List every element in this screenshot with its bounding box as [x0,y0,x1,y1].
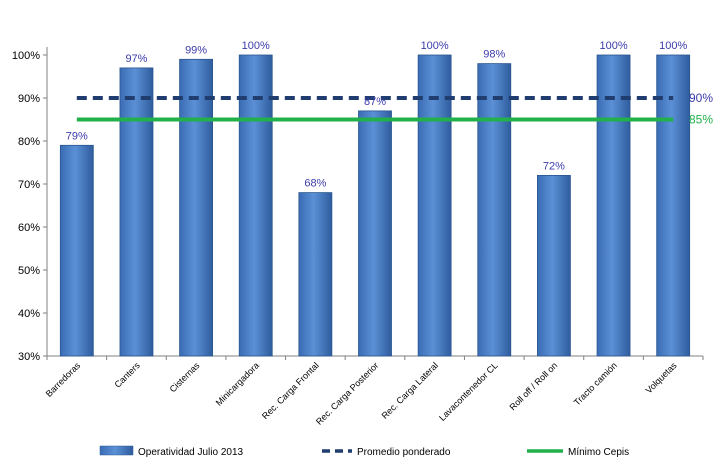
y-tick-label: 80% [18,136,40,148]
y-tick-label: 100% [12,50,40,62]
data-label: 72% [543,160,565,172]
data-label: 100% [242,40,270,52]
x-category-label: Barredoras [44,360,83,399]
bar [119,67,154,357]
x-category-label: Rec. Carga Frontal [260,360,321,421]
data-label: 100% [659,40,687,52]
legend: Operatividad Julio 2013 Promedio pondera… [99,445,629,458]
x-category-label: Roll off / Roll on [507,360,559,412]
legend-swatch-operatividad [99,445,134,456]
data-label: 100% [421,40,449,52]
bar [417,54,452,357]
bar [656,54,691,357]
reference-lines: 90% 85% [76,91,713,127]
bar [477,63,512,357]
data-label: 79% [66,130,88,142]
chart-bars [59,54,691,357]
data-label: 99% [185,44,207,56]
legend-label-operatividad: Operatividad Julio 2013 [138,447,244,458]
reference-line-label: 90% [689,91,713,105]
y-tick-label: 70% [18,179,40,191]
data-label: 68% [304,178,326,190]
data-label: 98% [483,49,505,61]
x-category-label: Tracto camión [572,360,619,407]
data-labels: 79% 97% 99% 100% 68% 87% 100% 98% 72% 100% 100% [66,40,688,190]
x-category-label: Cisternas [168,360,202,394]
y-tick-label: 90% [18,93,40,105]
x-category-label: Rec. Carga Lateral [380,360,440,420]
bar [298,192,333,357]
bar [238,54,273,357]
reference-line-label: 85% [689,113,713,127]
legend-label-minimo: Mínimo Cepis [568,447,629,458]
bar [537,174,571,357]
y-tick-label: 60% [18,222,40,234]
chart-axes: 30% 40% 50% 60% 70% 80% 90% 100% [12,47,704,363]
data-label: 100% [599,40,627,52]
y-tick-label: 50% [18,265,40,277]
x-category-label: Volquetas [644,360,679,395]
bar [358,110,392,357]
x-category-label: Lavacontenedor CL [437,360,500,423]
x-category-label: Canters [113,360,143,390]
legend-label-promedio: Promedio ponderado [357,447,451,458]
bar [59,144,94,357]
bar [179,58,213,357]
data-label: 97% [125,53,147,65]
bar [596,54,631,357]
x-category-label: Minicargadora [214,360,261,407]
data-label: 87% [364,96,386,108]
y-tick-label: 40% [18,308,40,320]
x-category-label: Rec. Carga Posterior [314,360,381,427]
y-tick-label: 30% [18,351,40,363]
x-axis-categories: Barredoras Canters Cisternas MinicargadoraR… [44,360,679,427]
